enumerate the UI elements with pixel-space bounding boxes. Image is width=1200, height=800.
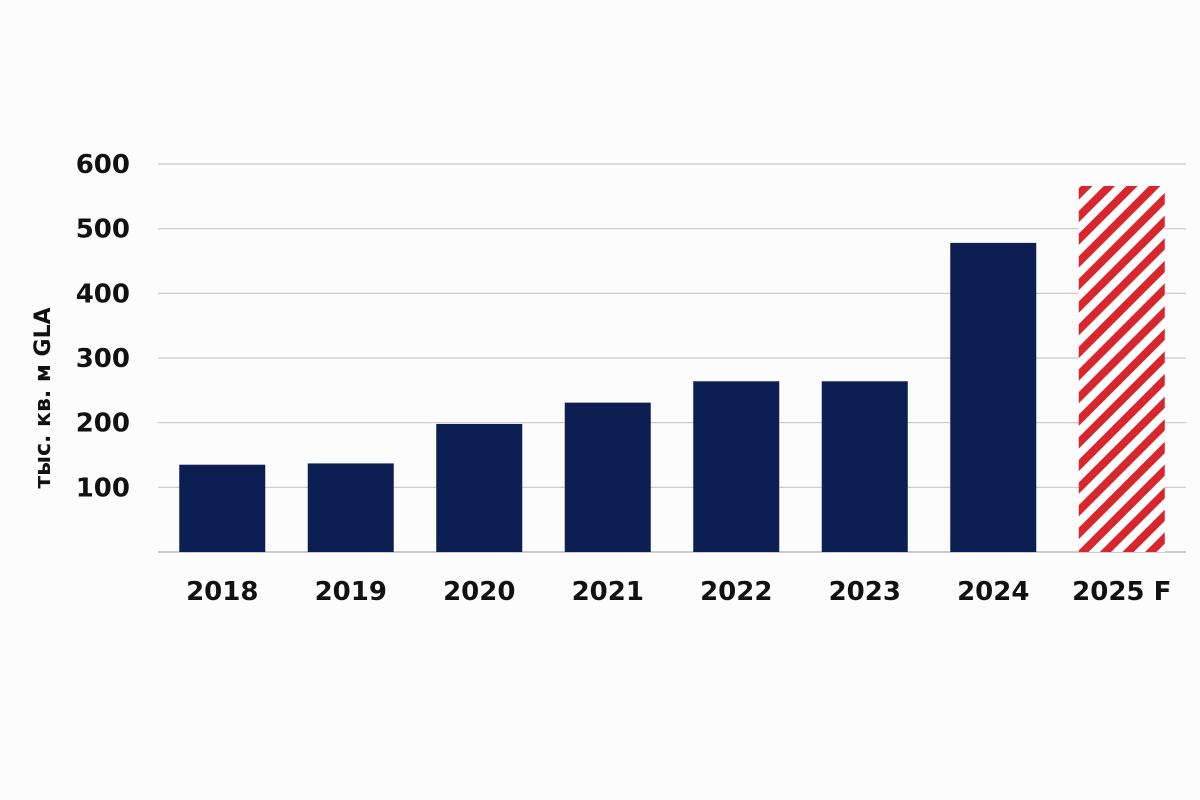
x-tick-label: 2018 <box>186 577 258 607</box>
y-tick-label: 200 <box>76 409 130 439</box>
bars <box>179 186 1165 552</box>
x-tick-label: 2021 <box>572 577 644 607</box>
forecast-bar <box>1079 186 1165 552</box>
x-axis: 2018 2019 2020 2021 2022 2023 2024 2025 F <box>186 577 1171 607</box>
bar <box>693 381 779 552</box>
bar <box>179 465 265 552</box>
y-tick-label: 600 <box>76 150 130 180</box>
y-tick-label: 300 <box>76 344 130 374</box>
y-tick-label: 100 <box>76 473 130 503</box>
bar <box>822 381 908 552</box>
y-axis: 100 200 300 400 500 600 <box>76 150 130 503</box>
bar <box>950 243 1036 552</box>
x-tick-label: 2022 <box>700 577 772 607</box>
y-tick-label: 400 <box>76 279 130 309</box>
x-tick-label: 2019 <box>315 577 387 607</box>
bar <box>308 463 394 552</box>
x-tick-label: 2023 <box>829 577 901 607</box>
x-tick-label: 2025 F <box>1072 577 1171 607</box>
bar <box>436 424 522 552</box>
x-tick-label: 2024 <box>957 577 1029 607</box>
bar <box>565 403 651 552</box>
y-tick-label: 500 <box>76 215 130 245</box>
x-tick-label: 2020 <box>443 577 515 607</box>
y-axis-title: тыс. кв. м GLA <box>31 307 56 488</box>
